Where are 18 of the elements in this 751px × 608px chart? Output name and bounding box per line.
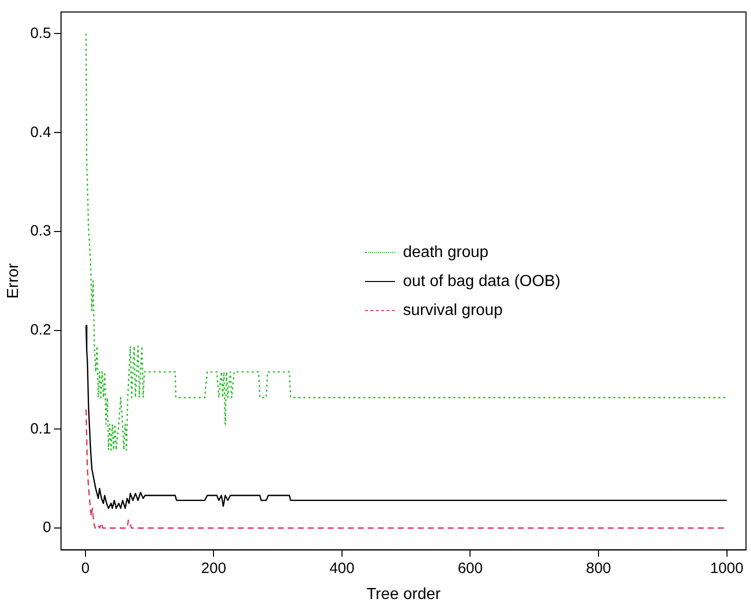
legend-label: survival group bbox=[403, 302, 503, 320]
y-tick-label: 0 bbox=[42, 519, 52, 536]
legend-label: out of bag data (OOB) bbox=[403, 272, 560, 290]
x-tick-label: 200 bbox=[201, 560, 226, 577]
x-tick-label: 1000 bbox=[710, 560, 744, 577]
x-tick-label: 800 bbox=[586, 560, 612, 577]
y-tick-label: 0.2 bbox=[30, 321, 52, 338]
x-tick-label: 600 bbox=[458, 560, 483, 577]
x-tick-label: 400 bbox=[329, 560, 354, 577]
x-tick-label: 0 bbox=[81, 560, 90, 577]
y-tick-label: 0.4 bbox=[30, 124, 52, 141]
y-tick-label: 0.3 bbox=[30, 222, 52, 240]
line-series bbox=[85, 33, 728, 451]
x-axis-title: Tree order bbox=[366, 586, 442, 603]
y-axis-title: Error bbox=[5, 262, 22, 299]
y-tick-label: 0.1 bbox=[30, 420, 52, 438]
legend-label: death group bbox=[403, 244, 488, 262]
y-tick-label: 0.5 bbox=[30, 24, 52, 42]
